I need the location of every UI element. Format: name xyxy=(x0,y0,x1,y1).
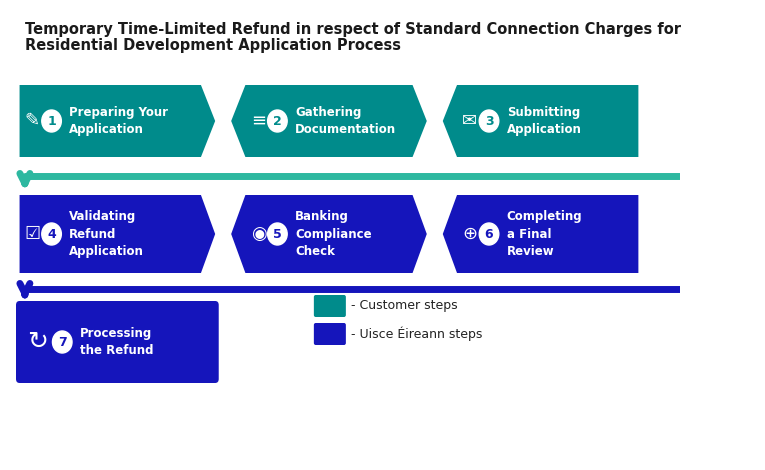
Text: 1: 1 xyxy=(47,115,56,127)
Text: Completing
a Final
Review: Completing a Final Review xyxy=(506,210,582,258)
FancyBboxPatch shape xyxy=(16,301,219,383)
Circle shape xyxy=(479,110,499,132)
Text: 4: 4 xyxy=(47,227,56,241)
Polygon shape xyxy=(20,195,215,273)
Text: - Uisce Éireann steps: - Uisce Éireann steps xyxy=(351,327,483,341)
FancyBboxPatch shape xyxy=(314,323,346,345)
Circle shape xyxy=(42,110,61,132)
Text: 5: 5 xyxy=(273,227,282,241)
Text: Temporary Time-Limited Refund in respect of Standard Connection Charges for: Temporary Time-Limited Refund in respect… xyxy=(25,22,681,37)
Text: ◉: ◉ xyxy=(251,225,266,243)
Text: 7: 7 xyxy=(58,336,67,348)
Text: ↻: ↻ xyxy=(27,330,47,354)
Text: - Customer steps: - Customer steps xyxy=(351,299,457,313)
Text: 3: 3 xyxy=(485,115,493,127)
FancyBboxPatch shape xyxy=(314,295,346,317)
Text: ✎: ✎ xyxy=(25,112,40,130)
Polygon shape xyxy=(443,85,638,157)
Circle shape xyxy=(268,110,287,132)
Text: Residential Development Application Process: Residential Development Application Proc… xyxy=(25,38,401,53)
Polygon shape xyxy=(231,85,427,157)
Text: ≡: ≡ xyxy=(251,112,266,130)
Text: 6: 6 xyxy=(485,227,493,241)
Text: ☑: ☑ xyxy=(25,225,41,243)
Text: Banking
Compliance
Check: Banking Compliance Check xyxy=(295,210,372,258)
Polygon shape xyxy=(443,195,638,273)
Text: Submitting
Application: Submitting Application xyxy=(506,106,581,136)
Text: 2: 2 xyxy=(273,115,282,127)
Polygon shape xyxy=(20,85,215,157)
Text: ✉: ✉ xyxy=(462,112,477,130)
Text: Processing
the Refund: Processing the Refund xyxy=(80,327,154,357)
Circle shape xyxy=(53,331,72,353)
Text: Preparing Your
Application: Preparing Your Application xyxy=(70,106,168,136)
Polygon shape xyxy=(231,195,427,273)
Circle shape xyxy=(268,223,287,245)
Circle shape xyxy=(479,223,499,245)
Text: Validating
Refund
Application: Validating Refund Application xyxy=(70,210,145,258)
Circle shape xyxy=(42,223,61,245)
Text: ⊕: ⊕ xyxy=(462,225,477,243)
Text: Gathering
Documentation: Gathering Documentation xyxy=(295,106,396,136)
